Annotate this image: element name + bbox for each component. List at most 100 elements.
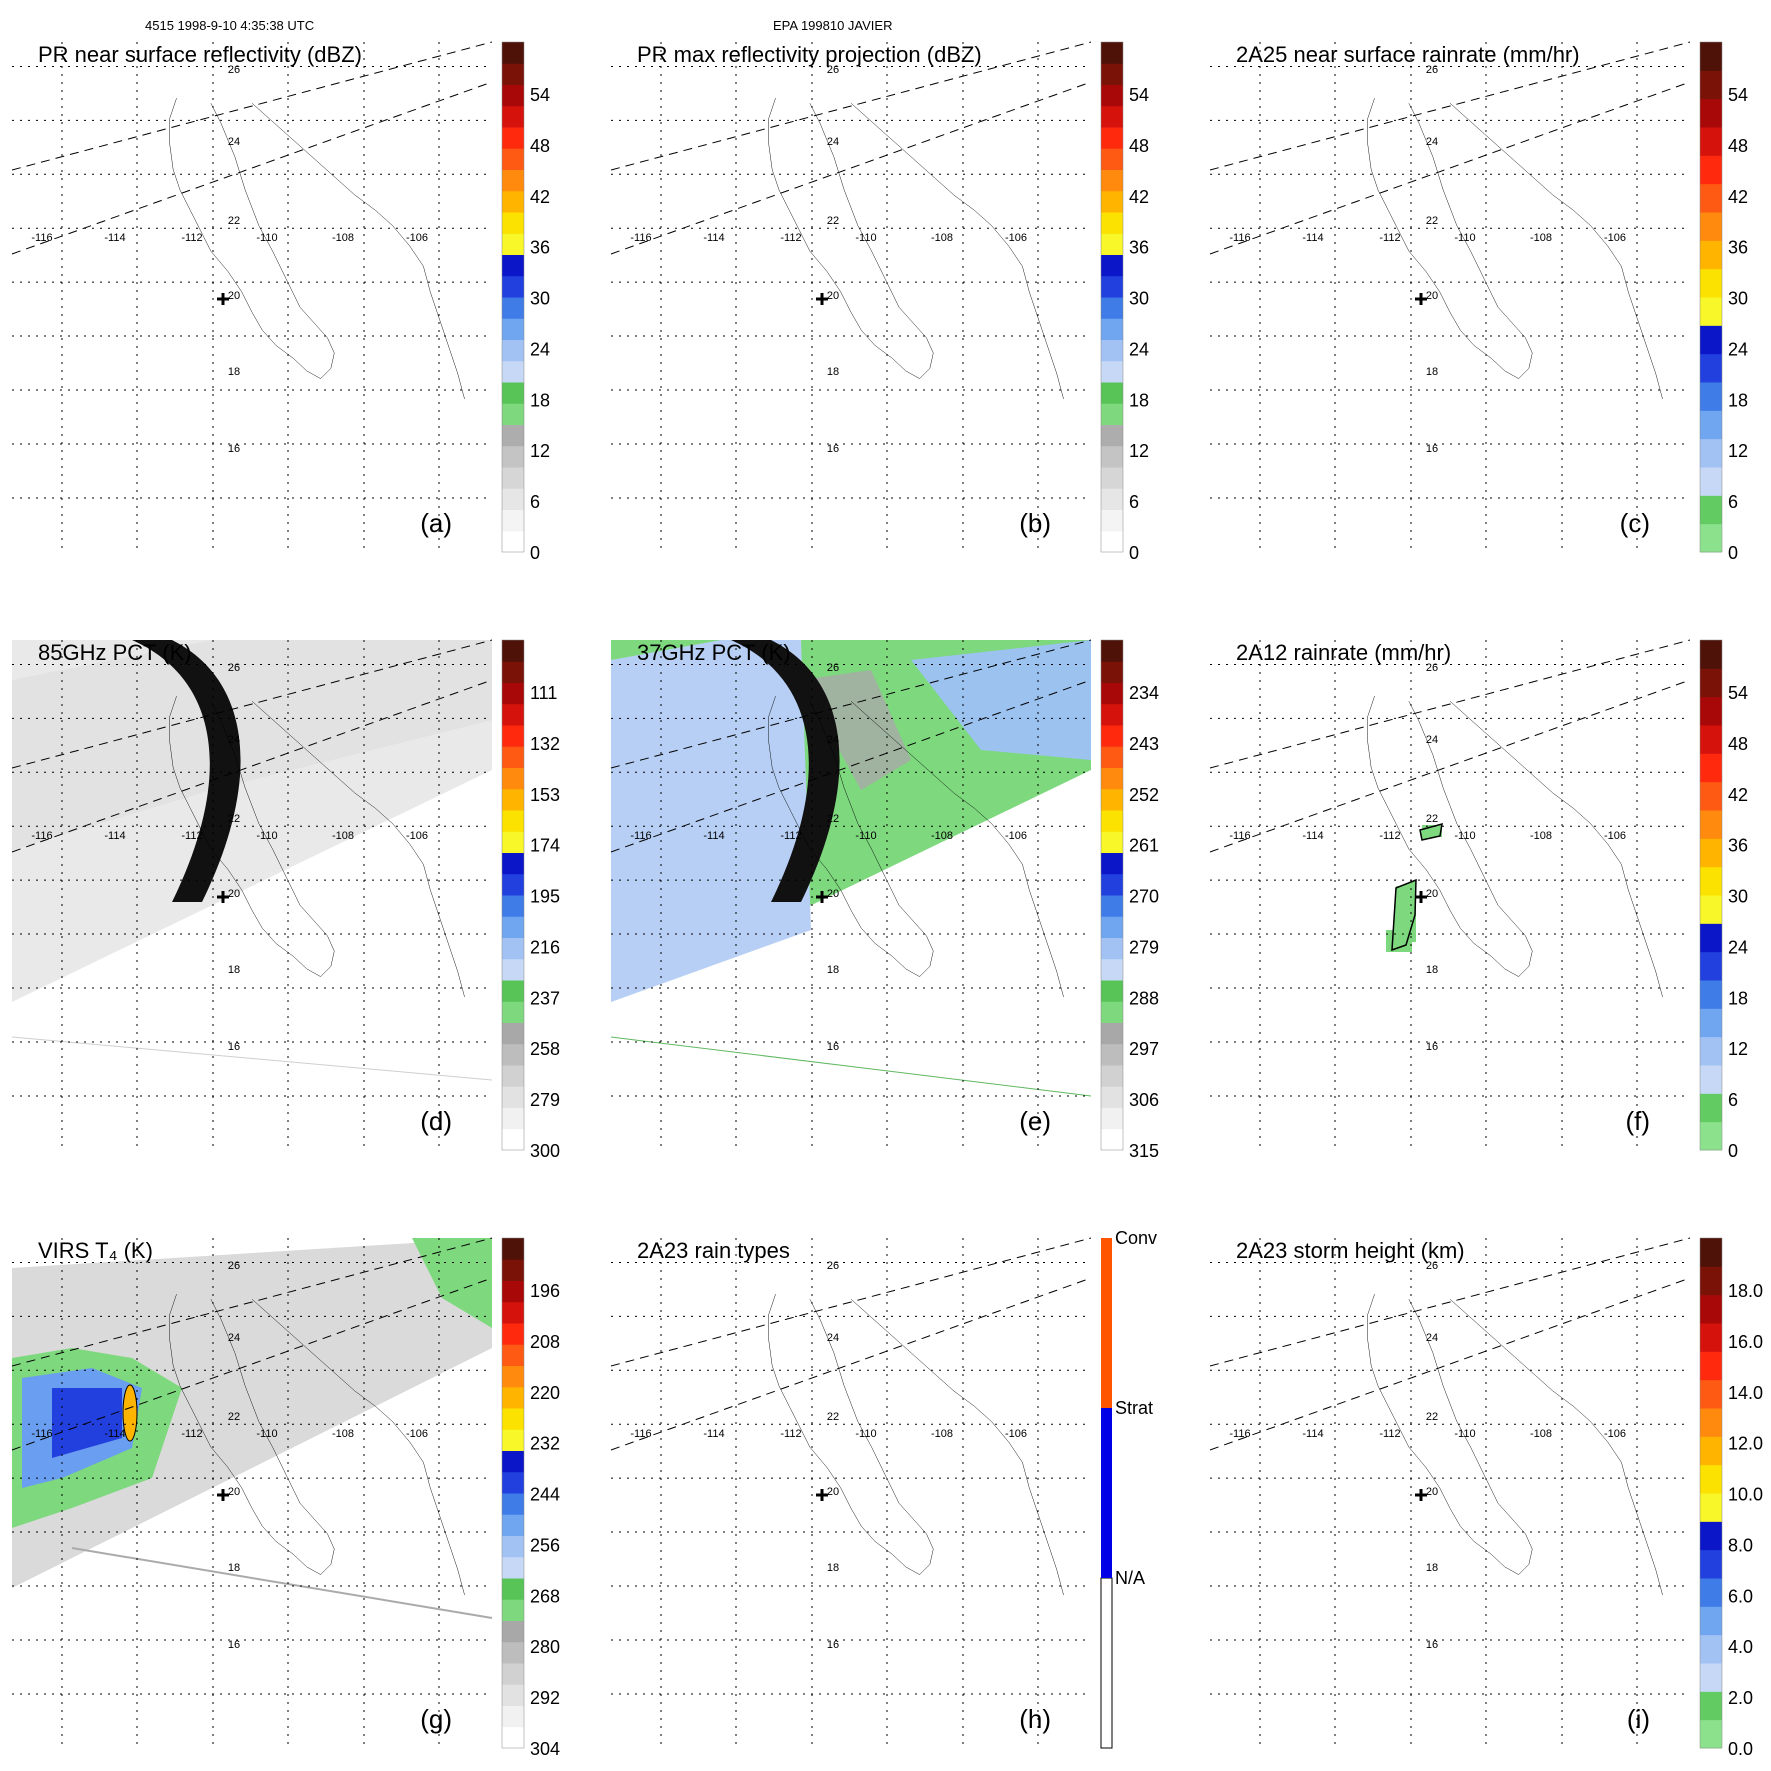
map-b: -116 -114 -112 -110 -108 -106 26 24 22 20 18 16 bbox=[610, 41, 1092, 552]
lat-label: 26 bbox=[228, 64, 240, 76]
panel-b: -116 -114 -112 -110 -108 -106 26 24 22 20 18 16 PR m… bbox=[610, 41, 1149, 563]
colorbar-seg bbox=[1700, 895, 1722, 924]
coastline-a bbox=[170, 98, 465, 399]
colorbar-seg bbox=[1700, 1493, 1722, 1522]
colorbar-seg bbox=[1101, 360, 1123, 383]
colorbar-seg bbox=[502, 509, 524, 532]
colorbar-label: 0 bbox=[530, 543, 540, 563]
colorbar-label: 243 bbox=[1129, 734, 1159, 754]
colorbar-seg bbox=[1700, 1266, 1722, 1296]
lon-label: -110 bbox=[1454, 1428, 1475, 1440]
panel-letter: (f) bbox=[1625, 1106, 1650, 1136]
colorbar-seg bbox=[502, 831, 524, 853]
colorbar-label: 10.0 bbox=[1728, 1485, 1763, 1505]
coastline-d bbox=[170, 696, 465, 997]
lat-label: 26 bbox=[228, 662, 240, 674]
colorbar-seg bbox=[1700, 640, 1722, 669]
colorbar-seg bbox=[502, 1128, 524, 1151]
colorbar-seg bbox=[1101, 1022, 1123, 1045]
colorbar-label: 174 bbox=[530, 836, 560, 856]
panel-letter: (b) bbox=[1019, 508, 1051, 538]
lat-label: 26 bbox=[1426, 1260, 1438, 1272]
colorbar-seg bbox=[1700, 1578, 1722, 1607]
map-a: -116 -114 -112 -110 -108 -106 26 24 22 20 18 16 bbox=[11, 41, 493, 552]
colorbar-label: 232 bbox=[530, 1434, 560, 1454]
colorbar-seg bbox=[1101, 254, 1123, 277]
lon-label: -112 bbox=[181, 1428, 202, 1440]
colorbar-label: Conv bbox=[1115, 1228, 1157, 1248]
colorbar-seg bbox=[502, 1599, 524, 1621]
panel-letter: (h) bbox=[1019, 1704, 1051, 1734]
lat-label: 24 bbox=[1426, 734, 1438, 746]
lon-label: -114 bbox=[1302, 1428, 1323, 1440]
lon-label: -106 bbox=[1604, 1428, 1626, 1440]
lat-label: 22 bbox=[827, 1411, 839, 1423]
field-e bbox=[610, 640, 1092, 1097]
colorbar-label: 268 bbox=[530, 1586, 560, 1606]
colorbar-label: 244 bbox=[530, 1485, 560, 1505]
colorbar-seg bbox=[1700, 1065, 1722, 1094]
colorbar-label: 14.0 bbox=[1728, 1383, 1763, 1403]
colorbar-seg bbox=[502, 1663, 524, 1685]
lat-label: 22 bbox=[1426, 813, 1438, 825]
lon-label: -114 bbox=[703, 1428, 724, 1440]
colorbar-seg bbox=[502, 1726, 524, 1749]
lon-label: -114 bbox=[703, 232, 724, 244]
colorbar-seg bbox=[1101, 661, 1123, 683]
colorbar-seg bbox=[1700, 495, 1722, 525]
lat-label: 24 bbox=[228, 136, 240, 148]
colorbar-seg bbox=[1700, 753, 1722, 783]
colorbar-seg bbox=[1700, 866, 1722, 896]
coastline-f bbox=[1368, 696, 1663, 997]
lon-label: -116 bbox=[31, 830, 52, 842]
colorbar-label: 36 bbox=[1728, 836, 1748, 856]
colorbar-label: 12.0 bbox=[1728, 1434, 1763, 1454]
colorbar-seg bbox=[1101, 810, 1123, 832]
colorbar-seg bbox=[1101, 403, 1123, 425]
colorbar-seg bbox=[1101, 275, 1123, 298]
panel-letter: (e) bbox=[1019, 1106, 1051, 1136]
lon-label: -116 bbox=[630, 232, 651, 244]
colorbar-label: 42 bbox=[1728, 187, 1748, 207]
colorbar-label: 12 bbox=[1129, 441, 1149, 461]
lon-label: -114 bbox=[1302, 232, 1323, 244]
field-d bbox=[11, 640, 493, 1081]
colorbar-seg bbox=[1101, 1408, 1112, 1578]
lon-label: -116 bbox=[630, 830, 651, 842]
colorbar-label: 252 bbox=[1129, 785, 1159, 805]
colorbar-seg bbox=[502, 1001, 524, 1023]
colorbar-seg bbox=[1700, 1408, 1722, 1437]
panel-c: -116 -114 -112 -110 -108 -106 26 24 22 20 18 16 2A25… bbox=[1209, 41, 1748, 563]
lat-label: 24 bbox=[228, 734, 240, 746]
colorbar-label: 48 bbox=[1728, 136, 1748, 156]
panel-title: PR near surface reflectivity (dBZ) bbox=[38, 42, 362, 67]
colorbar-seg bbox=[502, 1684, 524, 1706]
colorbar-label: 0 bbox=[1728, 543, 1738, 563]
lon-label: -108 bbox=[332, 1428, 354, 1440]
colorbar-seg bbox=[1700, 1093, 1722, 1123]
colorbar-label: 6.0 bbox=[1728, 1586, 1753, 1606]
colorbar-label: 54 bbox=[530, 85, 550, 105]
colorbar-seg bbox=[1700, 1719, 1722, 1749]
colorbar-b: 54 48 42 36 30 24 18 12 6 0 bbox=[1100, 41, 1149, 563]
lat-label: 18 bbox=[827, 1562, 839, 1574]
colorbar-seg bbox=[502, 661, 524, 683]
colorbar-label: 24 bbox=[530, 339, 550, 359]
colorbar-label: 195 bbox=[530, 887, 560, 907]
colorbar-a: 54 48 42 36 30 24 18 12 6 0 bbox=[501, 41, 550, 563]
panel-title: 2A23 storm height (km) bbox=[1236, 1238, 1465, 1263]
lat-label: 24 bbox=[228, 1332, 240, 1344]
panel-e: -116 -114 -112 -110 -108 -106 26 24 22 20 18 16 37GH… bbox=[610, 639, 1159, 1161]
lon-label: -112 bbox=[780, 232, 801, 244]
colorbar-seg bbox=[502, 1471, 524, 1494]
lon-label: -112 bbox=[780, 1428, 801, 1440]
panel-title: PR max reflectivity projection (dBZ) bbox=[637, 42, 982, 67]
colorbar-label: 18 bbox=[1728, 988, 1748, 1008]
colorbar-seg bbox=[1700, 696, 1722, 726]
colorbar-label: 24 bbox=[1728, 339, 1748, 359]
colorbar-seg bbox=[1101, 895, 1123, 917]
colorbar-label: 2.0 bbox=[1728, 1688, 1753, 1708]
coastline-e bbox=[769, 696, 1064, 997]
lat-label: 18 bbox=[228, 964, 240, 976]
lon-label: -116 bbox=[1229, 232, 1250, 244]
